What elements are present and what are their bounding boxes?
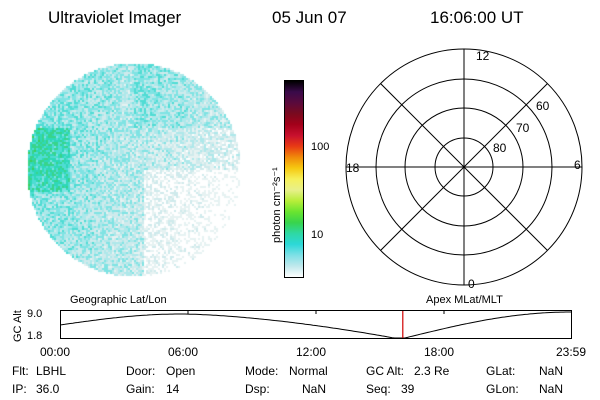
colorbar-tick-100: 100 xyxy=(311,141,330,153)
polar-line-diag-2 xyxy=(380,83,548,251)
ip-value: 36.0 xyxy=(36,382,60,396)
timeline-ymin: 1.8 xyxy=(27,330,43,342)
time-tick-0600: 06:00 xyxy=(168,345,199,359)
geographic-panel-label: Geographic Lat/Lon xyxy=(70,294,167,306)
mode-label: Mode: xyxy=(245,364,279,378)
polar-label-80: 80 xyxy=(493,141,507,155)
colorbar xyxy=(284,80,304,278)
gcalt-label: GC Alt: xyxy=(366,364,405,378)
gcalt-value: 2.3 Re xyxy=(414,364,450,378)
dsp-label: Dsp: xyxy=(245,382,270,396)
flt-label: Flt: xyxy=(12,364,29,378)
polar-label-18: 18 xyxy=(346,161,360,175)
ip-label: IP: xyxy=(12,382,27,396)
glon-value: NaN xyxy=(539,382,564,396)
glat-value: NaN xyxy=(539,364,564,378)
polar-label-70: 70 xyxy=(516,121,530,135)
date-label: 05 Jun 07 xyxy=(272,8,347,27)
uv-image-disk xyxy=(22,58,244,280)
gain-value: 14 xyxy=(166,382,180,396)
timeline-plot xyxy=(60,310,572,339)
flt-value: LBHL xyxy=(36,364,67,378)
time-label: 16:06:00 UT xyxy=(430,8,524,27)
time-tick-1800: 18:00 xyxy=(424,345,455,359)
mode-value: Normal xyxy=(289,364,328,378)
time-tick-1200: 12:00 xyxy=(296,345,327,359)
time-tick-0000: 00:00 xyxy=(40,345,71,359)
polar-label-12: 12 xyxy=(476,49,490,63)
glon-label: GLon: xyxy=(486,382,519,396)
polar-label-6: 6 xyxy=(574,158,581,172)
time-tick-2359: 23:59 xyxy=(556,345,587,359)
uv-image-panel xyxy=(22,58,244,280)
door-value: Open xyxy=(166,364,196,378)
glat-label: GLat: xyxy=(486,364,516,378)
timeline-ylabel: GC Alt xyxy=(12,310,24,342)
seq-value: 39 xyxy=(401,382,415,396)
instrument-title: Ultraviolet Imager xyxy=(48,8,182,27)
colorbar-tick-10: 10 xyxy=(311,229,324,241)
dsp-value: NaN xyxy=(302,382,327,396)
colorbar-unit-label: photon cm⁻²s⁻¹ xyxy=(271,167,283,243)
timeline-frame xyxy=(60,310,572,339)
door-label: Door: xyxy=(126,364,156,378)
colorbar-gradient xyxy=(285,81,303,277)
seq-label: Seq: xyxy=(366,382,391,396)
polar-label-60: 60 xyxy=(536,99,550,113)
apex-panel-label: Apex MLat/MLT xyxy=(426,294,503,306)
timeline-ymax: 9.0 xyxy=(27,308,43,320)
polar-plot: 12 18 6 0 60 70 80 xyxy=(345,48,583,290)
polar-label-0: 0 xyxy=(468,277,475,290)
gain-label: Gain: xyxy=(126,382,155,396)
altitude-curve xyxy=(60,311,571,339)
